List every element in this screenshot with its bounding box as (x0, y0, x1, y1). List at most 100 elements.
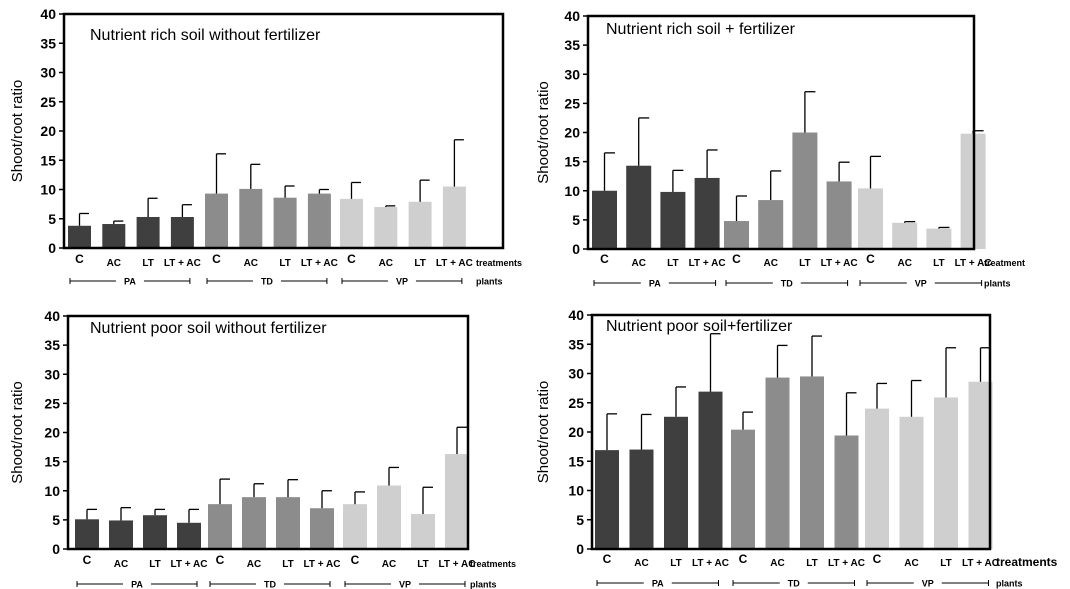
bar (834, 435, 859, 549)
category-label: AC (763, 258, 777, 269)
category-label: AC (634, 558, 648, 569)
bar (731, 429, 755, 549)
bar (899, 416, 924, 549)
category-label: AC (107, 258, 121, 269)
bar (411, 514, 435, 549)
category-label: AC (244, 258, 258, 269)
y-tick-label: 35 (564, 37, 580, 53)
bar (595, 450, 619, 549)
bar (926, 228, 952, 249)
bar (377, 485, 401, 549)
y-tick-label: 40 (44, 308, 60, 324)
plants-label: plants (470, 580, 497, 589)
category-label: AC (897, 258, 911, 269)
bar (758, 200, 784, 249)
y-tick-label: 20 (564, 125, 580, 141)
bar (629, 449, 654, 549)
bar (143, 515, 167, 549)
bar (109, 520, 133, 549)
bar (724, 221, 749, 249)
category-label: LT + AC (436, 258, 473, 269)
y-axis-label: Shoot/root ratio (535, 81, 552, 184)
y-tick-label: 0 (576, 541, 584, 557)
bar (239, 188, 263, 248)
plants-group-label: TD (781, 279, 793, 289)
category-label: LT (667, 258, 678, 269)
category-label: AC (631, 258, 645, 269)
y-tick-label: 25 (44, 395, 60, 411)
y-tick-label: 40 (564, 8, 580, 24)
category-label: LT + AC (689, 258, 726, 269)
chart-panel-1: C AC LT LT + AC PA C AC LT LT + AC TD C AC LT LT + AC… (9, 6, 522, 287)
category-label: AC (247, 559, 261, 570)
plants-group-label: VP (922, 579, 934, 589)
bar (858, 188, 883, 249)
category-label: LT + AC (962, 558, 999, 569)
category-label: AC (770, 558, 784, 569)
chart-panel-2: C AC LT LT + AC PA C AC LT LT + AC TD C AC LT LT + AC… (535, 8, 1025, 289)
y-tick-label: 0 (48, 240, 56, 256)
chart-panel-3: C AC LT LT + AC PA C AC LT LT + AC TD C AC LT LT + AC… (9, 308, 516, 589)
category-label: C (212, 252, 221, 266)
category-label: LT (282, 559, 293, 570)
category-label: LT + AC (164, 258, 201, 269)
y-tick-label: 25 (564, 95, 580, 111)
y-tick-label: 15 (568, 453, 584, 469)
bar (307, 193, 331, 248)
category-label: C (75, 252, 84, 266)
category-label: LT + AC (439, 559, 476, 570)
bar (934, 397, 958, 549)
category-label: LT + AC (821, 258, 858, 269)
bar (242, 497, 266, 549)
bar (694, 177, 720, 249)
category-label: C (600, 252, 609, 266)
plants-group-label: PA (652, 579, 664, 589)
chart-panel-4: C AC LT LT + AC PA C AC LT LT + AC TD C AC LT LT + AC… (535, 307, 1058, 589)
plants-group-label: PA (124, 277, 136, 287)
plants-group-label: VP (915, 279, 927, 289)
y-tick-label: 35 (40, 35, 56, 51)
category-label: AC (114, 559, 128, 570)
y-tick-label: 40 (40, 6, 56, 22)
y-tick-label: 25 (40, 94, 56, 110)
chart-title: Nutrient poor soil+fertilizer (606, 318, 793, 335)
y-tick-label: 15 (40, 152, 56, 168)
bar (660, 191, 686, 249)
y-tick-label: 20 (568, 424, 584, 440)
y-tick-label: 10 (40, 182, 56, 198)
y-tick-label: 35 (568, 336, 584, 352)
bar (664, 416, 688, 549)
category-label: LT (149, 559, 160, 570)
bar (792, 132, 818, 249)
category-label: C (347, 252, 356, 266)
bar (800, 376, 824, 549)
y-tick-label: 10 (44, 483, 60, 499)
category-label: LT (417, 559, 428, 570)
bar (865, 408, 889, 549)
chart-title: Nutrient poor soil without fertilizer (90, 320, 327, 337)
bar (276, 497, 300, 549)
category-label: LT + AC (171, 559, 208, 570)
bar (442, 186, 466, 248)
category-label: LT (933, 258, 944, 269)
plot-frame (66, 314, 470, 551)
y-tick-label: 20 (44, 425, 60, 441)
y-axis-label: Shoot/root ratio (9, 80, 26, 183)
plants-group-label: VP (399, 580, 411, 589)
y-axis-label: Shoot/root ratio (535, 381, 552, 484)
y-axis-label: Shoot/root ratio (9, 381, 26, 484)
bar (892, 222, 918, 249)
plants-label: plants (476, 277, 503, 287)
bar (374, 207, 398, 248)
category-label: C (866, 252, 875, 266)
category-label: AC (904, 558, 918, 569)
bar (102, 224, 126, 248)
bar (340, 198, 363, 248)
category-label: LT (940, 558, 951, 569)
category-label: LT (142, 258, 153, 269)
y-tick-label: 0 (572, 241, 580, 257)
category-label: LT (799, 258, 810, 269)
category-label: LT + AC (828, 558, 865, 569)
category-label: LT + AC (304, 559, 341, 570)
